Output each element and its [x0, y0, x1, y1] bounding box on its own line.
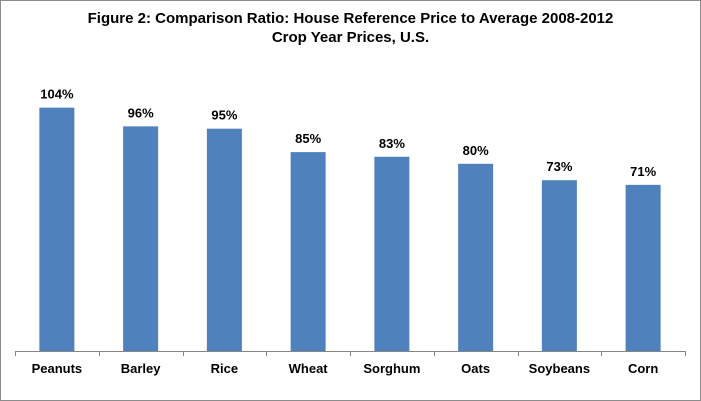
x-tick-label-soybeans: Soybeans — [529, 361, 590, 376]
x-tick-label-wheat: Wheat — [289, 361, 329, 376]
data-label-soybeans: 73% — [546, 159, 572, 174]
data-label-sorghum: 83% — [379, 136, 405, 151]
x-tick-label-peanuts: Peanuts — [32, 361, 83, 376]
data-label-barley: 96% — [128, 105, 154, 120]
bar-corn — [625, 184, 661, 351]
data-label-corn: 71% — [630, 164, 656, 179]
x-tick-label-barley: Barley — [121, 361, 162, 376]
x-tick-label-corn: Corn — [628, 361, 658, 376]
bar-barley — [123, 126, 159, 351]
x-tick-label-oats: Oats — [461, 361, 490, 376]
data-label-oats: 80% — [463, 143, 489, 158]
data-label-peanuts: 104% — [40, 87, 74, 102]
x-tick-label-sorghum: Sorghum — [363, 361, 420, 376]
bar-peanuts — [39, 107, 75, 351]
bar-rice — [206, 128, 242, 351]
bar-sorghum — [374, 156, 410, 351]
data-label-rice: 95% — [211, 108, 237, 123]
x-tick-label-rice: Rice — [211, 361, 238, 376]
data-label-wheat: 85% — [295, 131, 321, 146]
chart-title: Figure 2: Comparison Ratio: House Refere… — [87, 10, 614, 46]
bar-soybeans — [541, 180, 577, 351]
bar-oats — [458, 163, 494, 351]
bar-wheat — [290, 152, 326, 351]
